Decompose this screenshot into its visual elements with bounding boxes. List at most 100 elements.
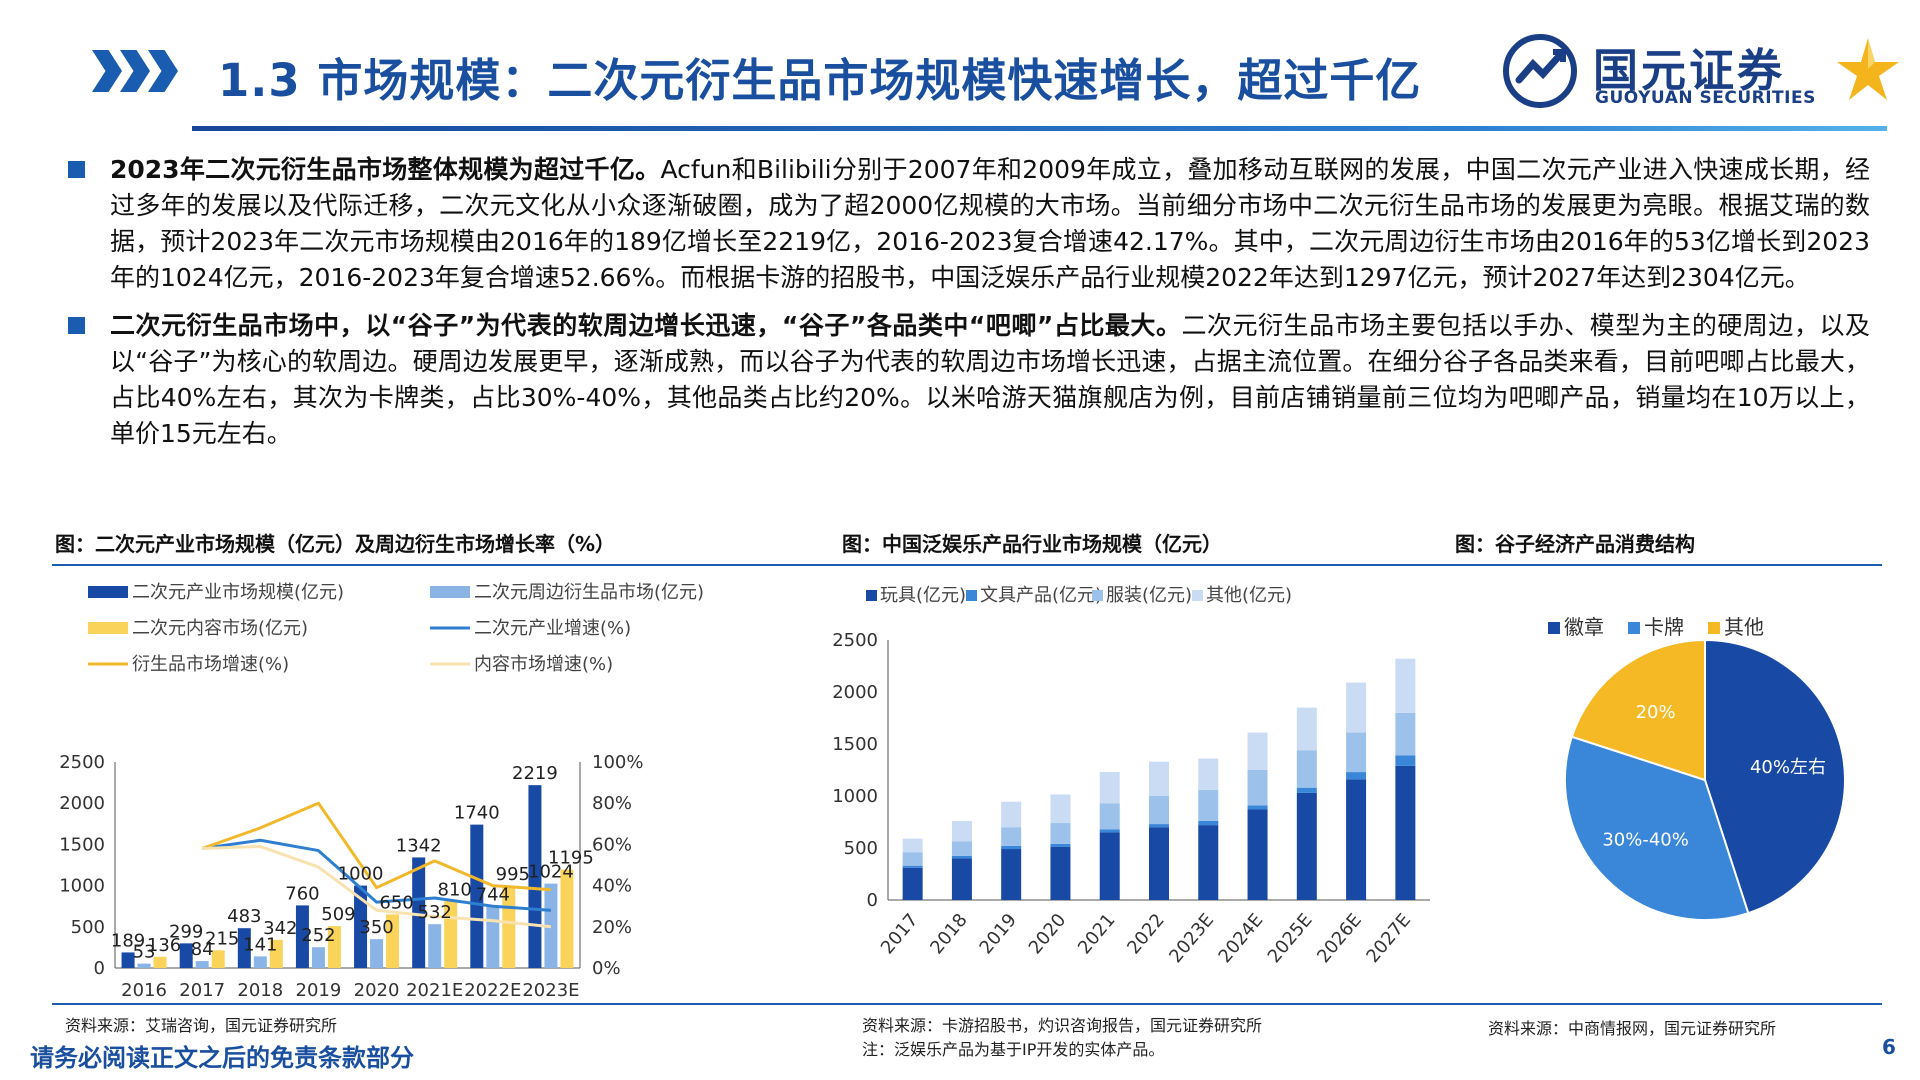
- stacked-bar-segment-1: [902, 867, 923, 900]
- legend-label: 玩具(亿元): [880, 585, 966, 606]
- stacked-bar-segment-2: [1296, 787, 1317, 793]
- legend-label: 二次元内容市场(亿元): [132, 618, 308, 639]
- chart-1-title: 图：二次元产业市场规模（亿元）及周边衍生市场增长率（%）: [55, 532, 616, 556]
- company-logo: 国元证券 GUOYUAN SECURITIES: [1503, 34, 1903, 114]
- y-tick-label: 1000: [59, 876, 105, 897]
- x-tick-label: 2018: [237, 980, 283, 1000]
- stacked-bar-segment-2: [1346, 772, 1367, 780]
- y-tick-label: 2000: [832, 682, 878, 703]
- data-label: 342: [263, 918, 297, 939]
- paragraph-2-lead: 二次元衍生品市场中，以“谷子”为代表的软周边增长迅速，“谷子”各品类中“吧唧”占…: [110, 311, 1182, 340]
- bar-2: [195, 961, 209, 968]
- chart-2-source: 资料来源：卡游招股书，灼识咨询报告，国元证券研究所: [862, 1016, 1263, 1035]
- chart-1-svg: 0 500 1000 1500 2000 2500 0% 20% 40% 60% 80% 100% 20…: [59, 582, 704, 1000]
- y2-tick-label: 0%: [592, 958, 621, 979]
- stacked-bar-segment-2: [1050, 843, 1071, 847]
- data-label: 299: [169, 921, 203, 942]
- chart-2-note: 注：泛娱乐产品为基于IP开发的实体产品。: [862, 1040, 1165, 1059]
- x-tick-label: 2023E: [522, 980, 579, 1000]
- legend-label: 徽章: [1564, 615, 1604, 639]
- data-label: 215: [205, 928, 239, 949]
- bar-1: [179, 943, 193, 968]
- bar-1: [412, 857, 426, 968]
- stacked-bar-segment-4: [1247, 732, 1268, 770]
- legend-label: 二次元周边衍生品市场(亿元): [474, 582, 704, 603]
- bar-1: [528, 785, 542, 968]
- stacked-bar-segment-1: [1001, 849, 1022, 900]
- y-tick-label: 2000: [59, 793, 105, 814]
- legend-swatch: [866, 590, 877, 601]
- data-label: 2219: [512, 763, 558, 784]
- legend-swatch: [88, 586, 128, 598]
- bar-3: [211, 950, 225, 968]
- body-text: 2023年二次元衍生品市场整体规模为超过千亿。Acfun和Bilibili分别于…: [60, 152, 1870, 464]
- legend-swatch: [430, 586, 470, 598]
- pie-slice-1: [1704, 638, 1846, 915]
- logo-text-cn: 国元证券: [1593, 44, 1786, 97]
- bar-2: [137, 963, 151, 968]
- data-label: 350: [359, 917, 393, 938]
- stacked-bar-segment-4: [1346, 682, 1367, 733]
- star-icon: [1837, 38, 1899, 100]
- x-tick-label: 2021E: [406, 980, 463, 1000]
- stacked-bar-segment-3: [1296, 750, 1317, 788]
- legend-label: 其他(亿元): [1206, 585, 1292, 606]
- bar-2: [370, 939, 384, 968]
- y-tick-label: 0: [867, 890, 878, 911]
- y-tick-label: 1500: [59, 834, 105, 855]
- square-bullet-icon: [68, 317, 85, 334]
- data-label: 252: [301, 925, 335, 946]
- x-tick-label: 2017: [877, 910, 923, 959]
- bar-3: [327, 926, 341, 968]
- data-label: 744: [476, 885, 510, 906]
- stacked-bar-segment-3: [951, 841, 972, 856]
- stacked-bar-segment-3: [1050, 823, 1071, 844]
- x-tick-label: 2019: [296, 980, 342, 1000]
- stacked-bar-segment-3: [1001, 827, 1022, 846]
- y2-tick-label: 60%: [592, 834, 632, 855]
- stacked-bar-segment-4: [1395, 658, 1416, 713]
- x-tick-label: 2027E: [1362, 910, 1415, 967]
- stacked-bar-segment-3: [1346, 732, 1367, 773]
- legend-swatch: [1628, 622, 1640, 634]
- bar-3: [269, 939, 283, 968]
- stacked-bar-segment-1: [1247, 809, 1268, 900]
- pie-slice-label: 30%-40%: [1602, 829, 1689, 850]
- data-label: 136: [147, 935, 181, 956]
- stacked-bar-segment-3: [1149, 796, 1169, 825]
- chart-3-svg: 40%左右 30%-40% 20% 徽章 卡牌 其他: [1548, 615, 1846, 921]
- legend-label: 服装(亿元): [1106, 585, 1192, 606]
- chevron-icon: [92, 50, 178, 92]
- growth-line-1: [201, 838, 552, 912]
- y2-tick-label: 100%: [592, 752, 643, 773]
- bar-1: [354, 885, 368, 968]
- y-tick-label: 1000: [832, 786, 878, 807]
- bar-2: [311, 947, 325, 968]
- legend-swatch: [966, 590, 977, 601]
- paragraph-1-text: Acfun和Bilibili分别于2007年和2009年成立，叠加移动互联网的发…: [110, 155, 1870, 292]
- x-tick-label: 2020: [1025, 910, 1071, 959]
- pie-slice-label: 40%左右: [1750, 757, 1826, 778]
- x-tick-label: 2022: [1123, 910, 1169, 959]
- x-tick-label: 2022E: [464, 980, 521, 1000]
- growth-line-2: [201, 801, 552, 892]
- y-tick-label: 500: [844, 838, 878, 859]
- x-tick-label: 2026E: [1313, 910, 1366, 967]
- stacked-bar-segment-4: [1198, 758, 1219, 790]
- y-tick-label: 1500: [832, 734, 878, 755]
- bar-1: [470, 824, 484, 968]
- stacked-bar-segment-1: [1149, 827, 1169, 900]
- stacked-bar-segment-3: [1395, 712, 1416, 756]
- stacked-bar-segment-2: [1149, 824, 1169, 828]
- data-label: 1740: [454, 803, 500, 824]
- legend-label: 卡牌: [1644, 615, 1684, 639]
- data-label: 84: [191, 939, 214, 960]
- y-tick-label: 2500: [59, 752, 105, 773]
- page-header: 1.3 市场规模：二次元衍生品市场规模快速增长，超过千亿 国元证券 GUOYUA…: [0, 0, 1920, 131]
- legend-label: 衍生品市场增速(%): [132, 654, 289, 675]
- x-tick-label: 2018: [926, 910, 972, 959]
- legend-swatch: [1192, 590, 1203, 601]
- paragraph-1: 2023年二次元衍生品市场整体规模为超过千亿。Acfun和Bilibili分别于…: [60, 152, 1870, 296]
- logo-text-en: GUOYUAN SECURITIES: [1595, 88, 1816, 108]
- data-label: 760: [285, 883, 319, 904]
